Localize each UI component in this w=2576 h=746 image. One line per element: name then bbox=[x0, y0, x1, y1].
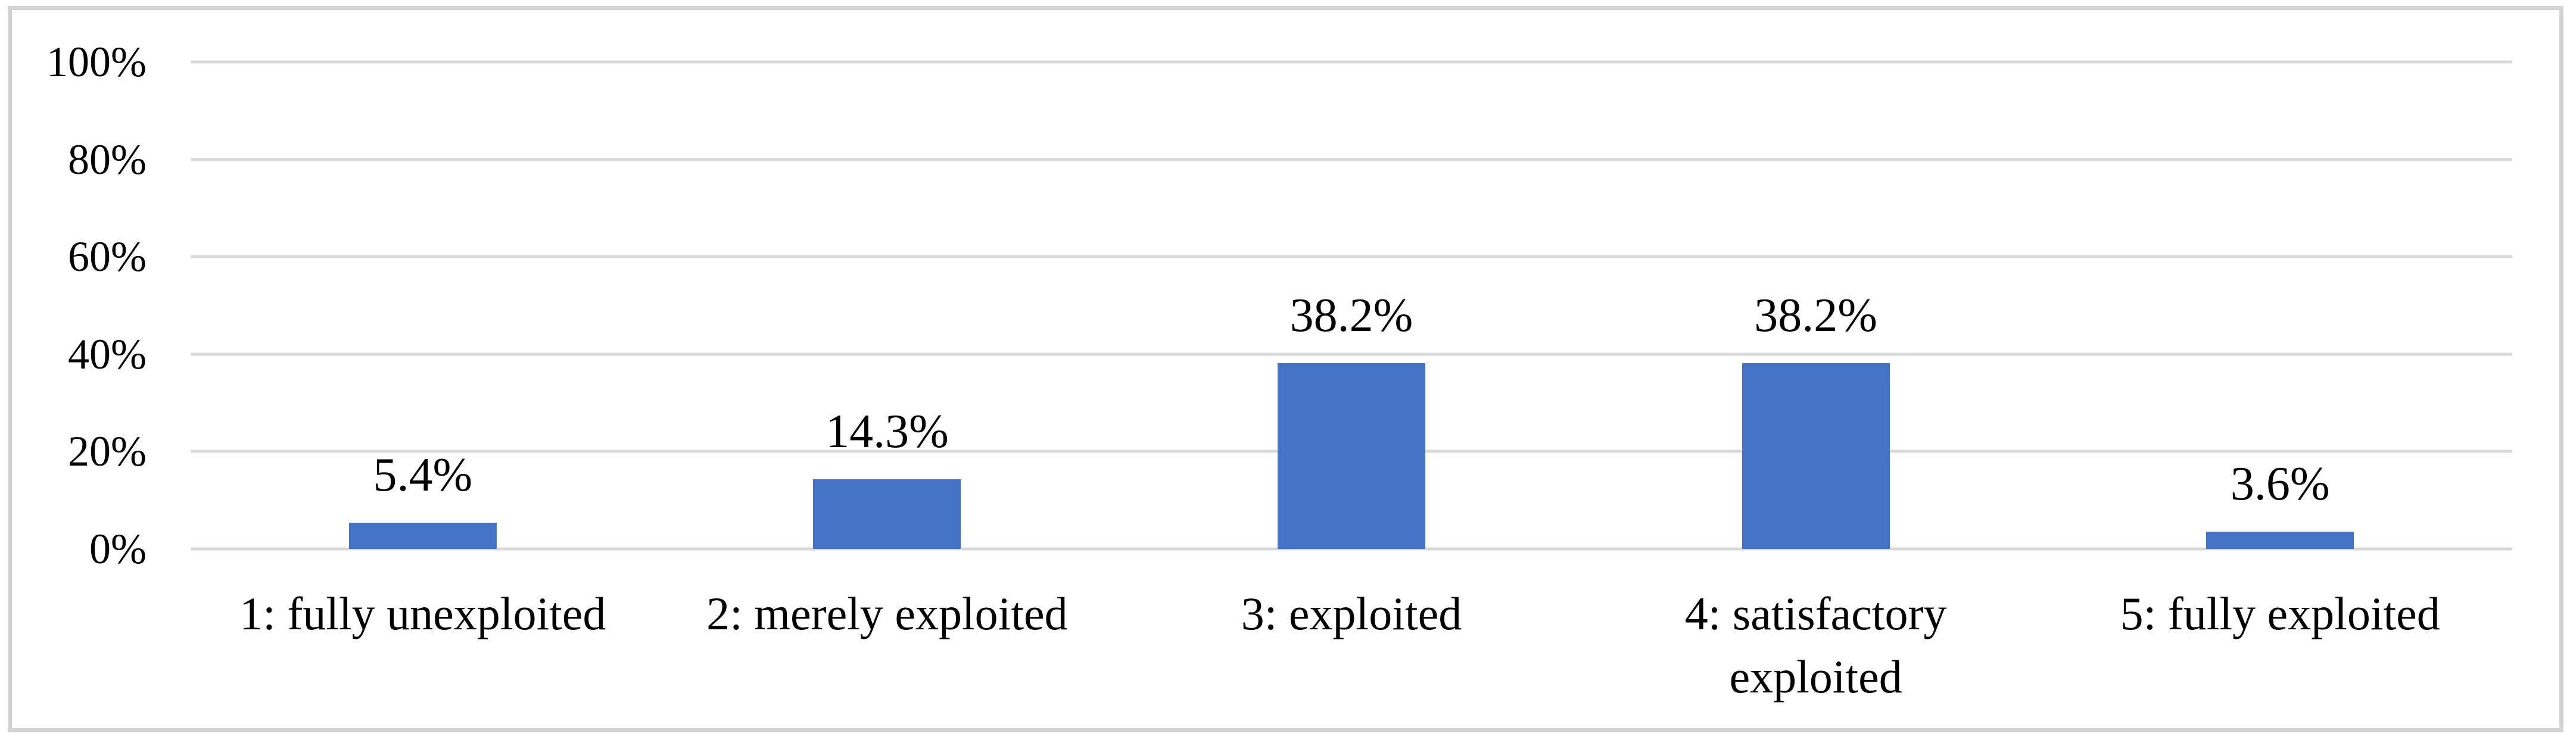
gridline-40pct bbox=[191, 352, 2512, 356]
bar bbox=[2206, 531, 2354, 549]
bar-slot-4: 38.2% bbox=[1584, 62, 2048, 549]
bar-value-label: 38.2% bbox=[1289, 289, 1413, 342]
gridline-80pct bbox=[191, 158, 2512, 161]
bar bbox=[1742, 363, 1890, 549]
gridline-100pct bbox=[191, 60, 2512, 64]
y-axis-tick-label: 20% bbox=[68, 427, 147, 476]
category-label: 5: fully exploited bbox=[2120, 588, 2440, 639]
y-axis-tick-label: 0% bbox=[89, 525, 147, 573]
category-label: 3: exploited bbox=[1241, 588, 1462, 639]
category-slot-5: 5: fully exploited bbox=[2048, 582, 2512, 645]
bar-slot-5: 3.6% bbox=[2048, 62, 2512, 549]
category-slot-3: 3: exploited bbox=[1119, 582, 1584, 645]
gridline-0pct bbox=[191, 547, 2512, 551]
bar-slot-1: 5.4% bbox=[191, 62, 655, 549]
y-axis-tick-label: 60% bbox=[68, 233, 147, 281]
category-label: 2: merely exploited bbox=[706, 588, 1068, 639]
bar-value-label: 14.3% bbox=[826, 405, 949, 458]
y-axis-tick-label: 40% bbox=[68, 330, 147, 378]
bar-value-label: 5.4% bbox=[373, 448, 473, 501]
y-axis-tick-label: 100% bbox=[46, 38, 147, 86]
category-slot-4: 4: satisfactory exploited bbox=[1584, 582, 2048, 708]
bar bbox=[1277, 363, 1425, 549]
y-axis-tick-label: 80% bbox=[68, 135, 147, 183]
bar-slot-3: 38.2% bbox=[1119, 62, 1584, 549]
bar bbox=[813, 479, 961, 549]
category-label: 4: satisfactory exploited bbox=[1684, 588, 1947, 703]
bar-value-label: 38.2% bbox=[1754, 289, 1877, 342]
bar-series: 5.4% 14.3% 38.2% 38.2% 3.6% bbox=[191, 62, 2512, 549]
bar bbox=[348, 522, 497, 549]
y-axis: 100% 80% 60% 40% 20% 0% bbox=[0, 40, 147, 570]
category-slot-2: 2: merely exploited bbox=[655, 582, 1120, 645]
bar-value-label: 3.6% bbox=[2230, 457, 2330, 510]
category-label: 1: fully unexploited bbox=[239, 588, 606, 639]
gridline-60pct bbox=[191, 255, 2512, 258]
plot-area: 5.4% 14.3% 38.2% 38.2% 3.6% bbox=[191, 60, 2512, 551]
bar-slot-2: 14.3% bbox=[655, 62, 1120, 549]
category-slot-1: 1: fully unexploited bbox=[191, 582, 655, 645]
